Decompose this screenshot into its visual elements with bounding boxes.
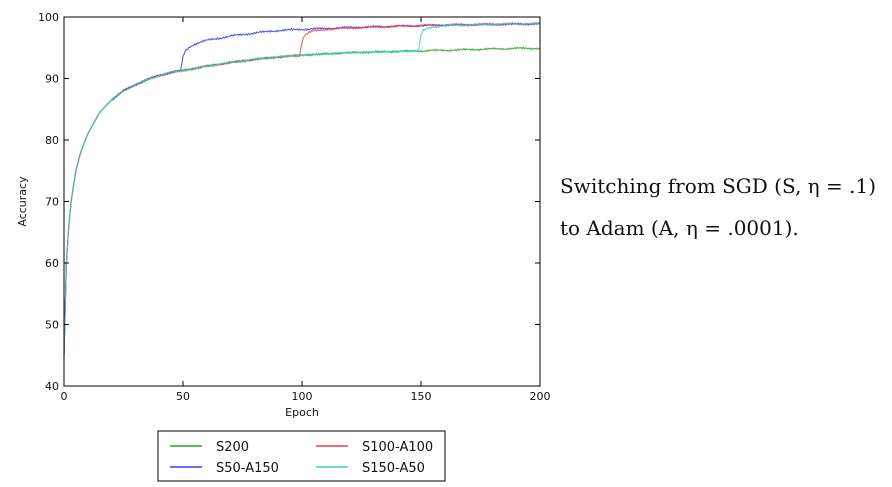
y-tick-label: 80 [45,134,59,147]
y-tick-label: 60 [45,257,59,270]
series-line-s100-a100 [63,21,541,356]
x-tick-label: 0 [61,390,68,403]
y-tick-label: 50 [45,319,59,332]
y-tick-label: 40 [45,380,59,393]
legend-label: S150-A50 [362,461,425,476]
y-tick-label: 70 [45,196,59,209]
y-axis: 40 50 60 70 80 90 100 [38,11,540,393]
y-tick-label: 100 [38,11,59,24]
legend-label: S50-A150 [216,461,279,476]
legend-label: S100-A100 [362,440,433,455]
x-axis-label: Epoch [285,406,319,419]
series-line-s200 [63,46,541,356]
series-layer [63,21,541,356]
legend-box [157,430,446,482]
plot-frame [63,16,541,387]
caption-line-1: Switching from SGD (S, η = .1) [560,174,877,198]
x-tick-label: 200 [530,390,551,403]
legend: S200 S100-A100 S50-A150 S150-A50 [157,430,446,482]
y-axis-label: Accuracy [16,176,29,227]
caption: Switching from SGD (S, η = .1) to Adam (… [560,165,890,249]
x-axis: 0 50 100 150 200 [61,17,551,403]
x-tick-label: 50 [176,390,190,403]
y-tick-label: 90 [45,73,59,86]
series-line-s150-a50 [63,21,541,356]
caption-line-2: to Adam (A, η = .0001). [560,216,799,240]
series-line-s50-a150 [63,22,541,356]
legend-label: S200 [216,440,249,455]
x-tick-label: 150 [411,390,432,403]
x-tick-label: 100 [292,390,313,403]
